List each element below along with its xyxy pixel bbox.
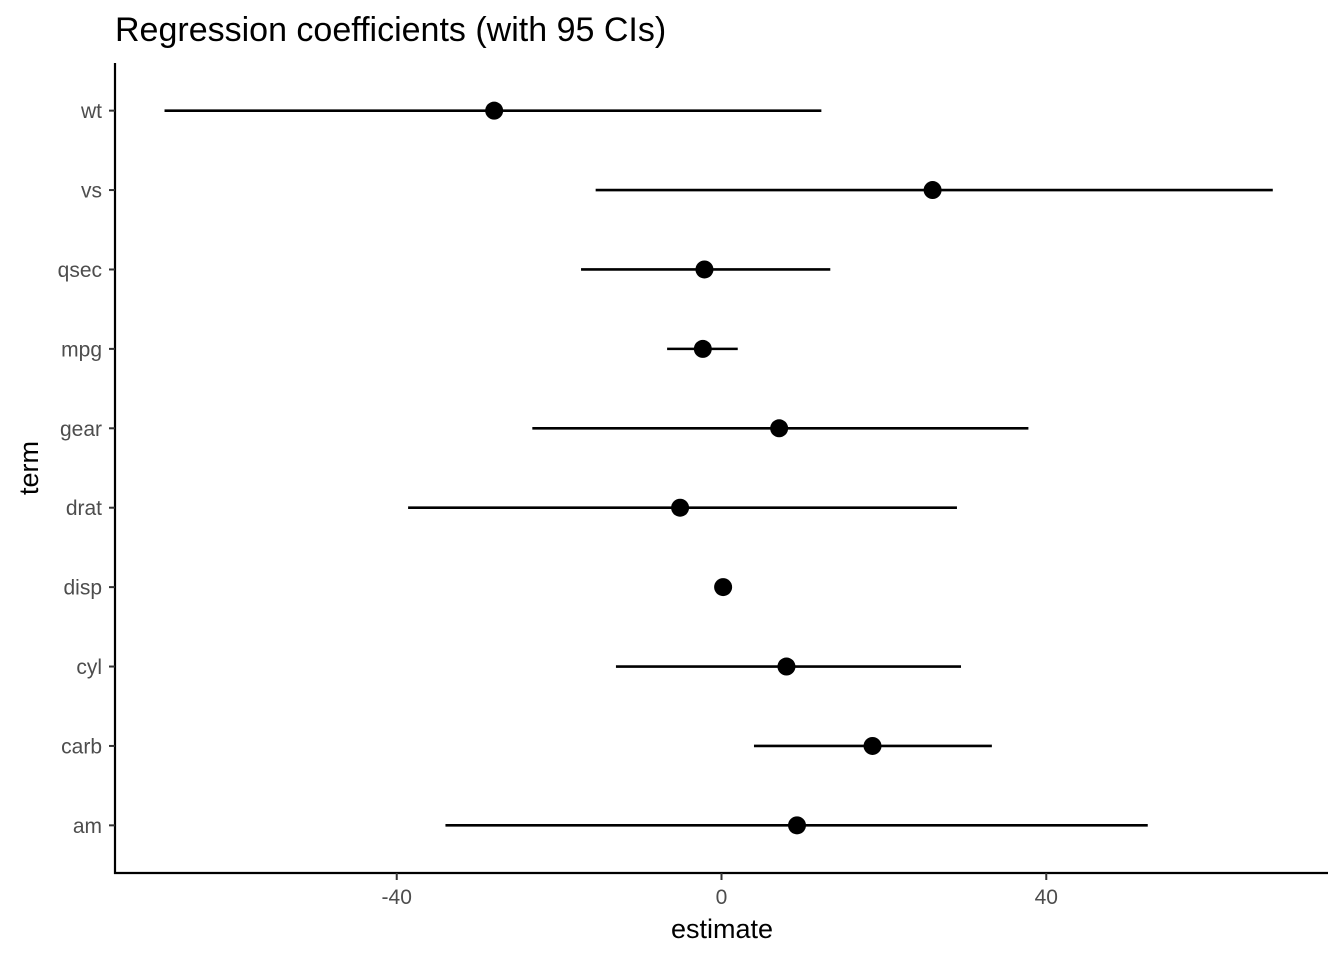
x-axis-ticks: -40 0 40 [382, 873, 1058, 909]
y-tick-label-qsec: qsec [58, 259, 102, 282]
estimate-point-am [788, 816, 807, 835]
plot-area: am carb cyl disp drat gear mpg qsec vs wt -40 0 40 [58, 63, 1328, 909]
y-axis-title: term [14, 441, 44, 495]
y-tick-label-disp: disp [63, 577, 102, 600]
y-tick-label-wt: wt [80, 100, 102, 123]
chart-title: Regression coefficients (with 95 CIs) [115, 11, 666, 49]
y-tick-label-carb: carb [61, 735, 102, 758]
x-tick-label-0: -40 [382, 886, 412, 909]
estimate-point-carb [863, 736, 882, 755]
x-tick-label-1: 0 [716, 886, 728, 909]
y-axis-ticks: am carb cyl disp drat gear mpg qsec vs wt [58, 100, 115, 838]
estimate-point-cyl [777, 657, 796, 676]
y-tick-label-mpg: mpg [61, 338, 102, 361]
estimate-point-qsec [695, 260, 714, 279]
y-tick-label-am: am [73, 815, 102, 838]
estimate-point-disp [714, 578, 733, 597]
estimate-point-wt [485, 101, 504, 120]
estimate-point-vs [923, 181, 942, 200]
x-axis-title: estimate [671, 914, 773, 944]
chart-marks [164, 101, 1273, 835]
y-tick-label-vs: vs [81, 180, 102, 203]
x-tick-label-2: 40 [1035, 886, 1058, 909]
y-tick-label-gear: gear [60, 418, 102, 441]
y-tick-label-cyl: cyl [76, 656, 102, 679]
estimate-point-gear [770, 419, 789, 438]
estimate-point-mpg [693, 339, 712, 358]
y-tick-label-drat: drat [66, 497, 102, 520]
estimate-point-drat [671, 498, 690, 517]
